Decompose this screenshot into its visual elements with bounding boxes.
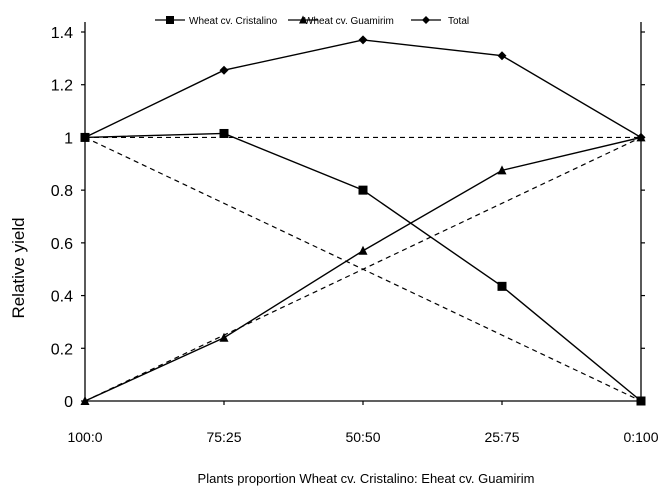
x-tick-label: 50:50: [345, 429, 380, 445]
data-point-triangle: [219, 332, 229, 342]
series-line: [84, 39, 642, 139]
y-axis-title: Relative yield: [9, 217, 28, 318]
data-point-square: [358, 185, 368, 195]
x-tick-label: 25:75: [484, 429, 519, 445]
reference-lines: [84, 136, 642, 402]
x-tick-label: 100:0: [67, 429, 102, 445]
x-axis-ticks: 100:0 75:25 50:50 25:75 0:100: [67, 401, 659, 445]
reference-line: [84, 136, 642, 402]
legend-label: Wheat cv. Cristalino: [189, 16, 278, 27]
y-tick-label: 1: [64, 130, 73, 147]
data-point-diamond: [219, 65, 229, 75]
data-point-diamond: [80, 132, 90, 142]
y-tick-label: 0.4: [51, 289, 73, 306]
plot-frame: [84, 22, 642, 402]
y-tick-label: 0.8: [51, 183, 73, 200]
legend-marker-diamond: [422, 16, 430, 24]
data-point-diamond: [358, 35, 368, 45]
legend-label: Wheat cv. Guamirim: [304, 16, 394, 27]
y-tick-label: 0.2: [51, 341, 73, 358]
legend: Wheat cv. Cristalino Wheat cv. Guamirim To…: [155, 15, 469, 27]
x-tick-label: 75:25: [206, 429, 241, 445]
series-lines: [84, 39, 642, 402]
legend-label: Total: [448, 16, 469, 27]
y-tick-label: 0: [64, 394, 73, 411]
series-markers: [80, 35, 646, 406]
data-point-triangle: [497, 165, 507, 175]
y-tick-label: 0.6: [51, 236, 73, 253]
data-point-triangle: [80, 396, 90, 405]
y-tick-label: 1.4: [51, 25, 73, 42]
data-point-square: [497, 281, 507, 291]
x-axis-title: Plants proportion Wheat cv. Cristalino: …: [198, 471, 535, 486]
data-point-triangle: [358, 245, 368, 255]
data-point-square: [636, 396, 646, 406]
legend-marker-triangle: [299, 15, 307, 24]
y-tick-label: 1.2: [51, 78, 73, 95]
data-point-diamond: [497, 51, 507, 61]
y-axis-ticks: 0 0.2 0.4 0.6 0.8 1 1.2 1.4: [51, 25, 645, 411]
legend-marker-square: [166, 16, 174, 24]
data-point-diamond: [636, 132, 646, 142]
x-tick-label: 0:100: [623, 429, 658, 445]
data-point-square: [219, 128, 229, 138]
